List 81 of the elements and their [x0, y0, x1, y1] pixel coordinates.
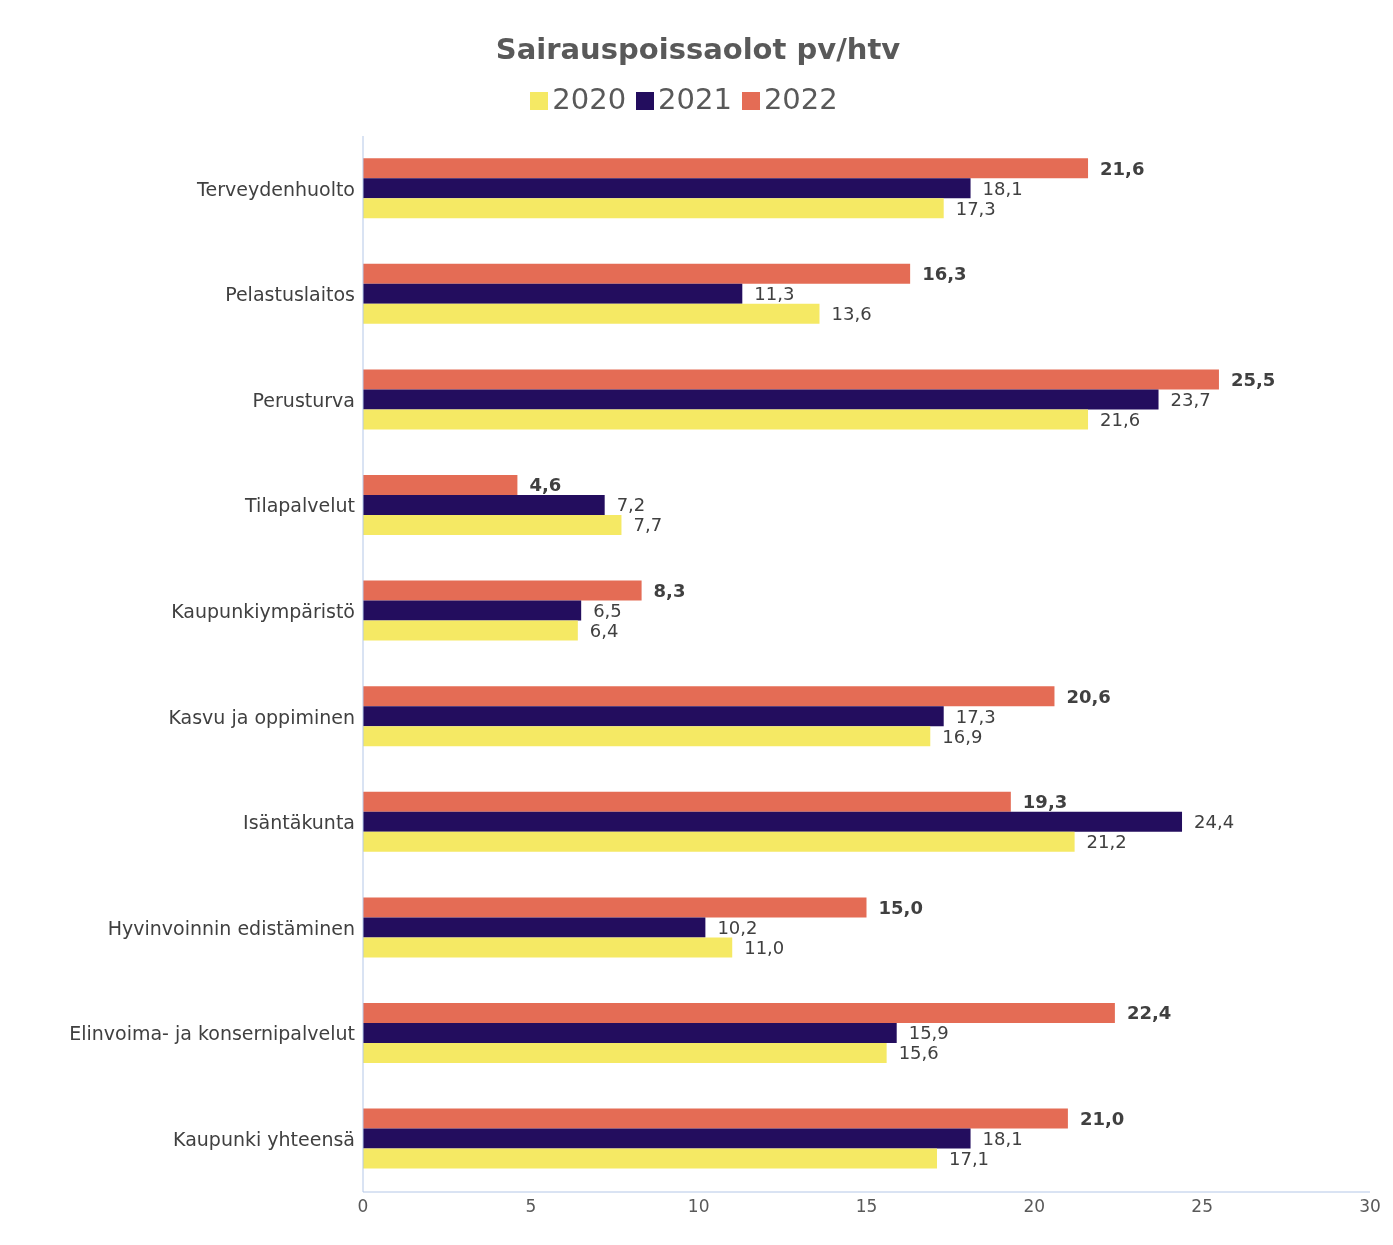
bar [363, 158, 1089, 179]
y-tick-label: Terveydenhuolto [196, 177, 355, 200]
data-label: 21,0 [1079, 1107, 1125, 1129]
bar [363, 706, 944, 727]
data-label: 17,1 [948, 1147, 990, 1169]
data-label: 11,0 [744, 936, 785, 958]
bar [363, 409, 1089, 430]
data-label: 7,2 [616, 494, 646, 516]
x-tick-label: 10 [687, 1196, 710, 1217]
data-label: 23,7 [1170, 388, 1211, 410]
data-label: 21,2 [1086, 831, 1127, 853]
legend-label: 2022 [763, 82, 838, 116]
bar [363, 686, 1055, 707]
x-tick-label: 15 [855, 1196, 878, 1217]
data-label: 15,9 [908, 1022, 949, 1044]
data-label: 11,3 [754, 283, 795, 305]
bar [363, 1128, 971, 1149]
y-tick-label: Pelastuslaitos [225, 283, 355, 306]
data-label: 7,7 [633, 514, 663, 536]
bar [363, 303, 820, 324]
data-label: 24,4 [1194, 811, 1235, 833]
bar [363, 1022, 897, 1043]
y-tick-label: Elinvoima- ja konsernipalvelut [69, 1022, 355, 1045]
data-label: 25,5 [1230, 368, 1276, 390]
data-label: 22,4 [1126, 1002, 1172, 1024]
chart-title: Sairauspoissaolot pv/htv [494, 31, 902, 68]
data-label: 6,4 [589, 619, 619, 641]
bar [363, 1108, 1068, 1129]
y-tick-label: Kaupunki yhteensä [173, 1127, 355, 1150]
data-label: 4,6 [529, 474, 562, 496]
bar [363, 600, 582, 621]
bar [363, 1002, 1115, 1023]
bar [363, 283, 743, 304]
bar [363, 580, 642, 601]
bar [363, 494, 605, 515]
legend-label: 2020 [552, 82, 627, 116]
legend-label: 2021 [658, 82, 732, 116]
bar [363, 1148, 937, 1169]
bar [363, 1042, 887, 1063]
bar [363, 937, 733, 958]
bar [363, 620, 578, 641]
bar [363, 178, 971, 199]
data-label: 16,3 [922, 263, 967, 285]
data-label: 21,6 [1100, 157, 1145, 179]
x-tick-label: 25 [1191, 1196, 1213, 1217]
bar [363, 369, 1219, 390]
bar [363, 831, 1075, 852]
bar [363, 198, 944, 219]
x-tick-label: 30 [1359, 1196, 1381, 1217]
x-tick-label: 20 [1023, 1196, 1046, 1217]
bar [363, 474, 518, 495]
bar [363, 917, 706, 938]
x-tick-label: 5 [525, 1196, 537, 1217]
x-tick-label: 0 [357, 1196, 369, 1217]
y-tick-label: Isäntäkunta [243, 811, 355, 834]
data-label: 17,3 [955, 197, 996, 219]
data-label: 19,3 [1022, 791, 1068, 813]
bar [363, 791, 1011, 812]
data-label: 8,3 [653, 579, 686, 601]
bar [363, 726, 931, 747]
y-tick-label: Hyvinvoinnin edistäminen [107, 916, 355, 939]
data-label: 18,1 [982, 177, 1023, 199]
data-label: 21,6 [1100, 408, 1141, 430]
y-tick-label: Kasvu ja oppiminen [168, 705, 355, 728]
data-label: 10,2 [717, 916, 758, 938]
bar [363, 263, 911, 284]
bar [363, 897, 867, 918]
data-label: 15,6 [898, 1042, 939, 1064]
data-label: 6,5 [593, 599, 622, 621]
data-label: 13,6 [831, 303, 872, 325]
y-tick-label: Kaupunkiympäristö [171, 599, 355, 622]
data-label: 15,0 [878, 896, 923, 918]
y-tick-label: Tilapalvelut [244, 494, 355, 517]
data-label: 20,6 [1066, 685, 1111, 707]
bar [363, 514, 622, 535]
data-label: 17,3 [955, 705, 996, 727]
bar [363, 389, 1159, 410]
data-label: 16,9 [942, 725, 983, 747]
bar [363, 811, 1183, 832]
y-tick-label: Perusturva [252, 388, 355, 411]
data-label: 18,1 [982, 1127, 1023, 1149]
